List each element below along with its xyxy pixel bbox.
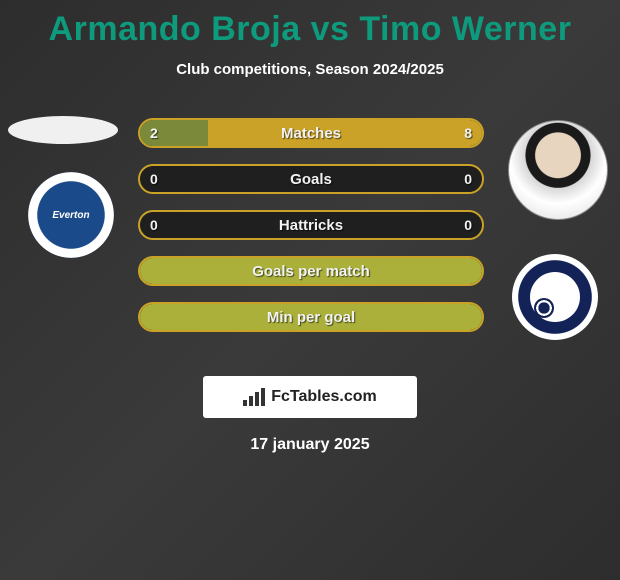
club-right-crest [530,272,580,322]
club-right-ball-icon [534,298,554,318]
stat-label: Hattricks [140,212,482,238]
stat-label: Matches [140,120,482,146]
footer-date: 17 january 2025 [0,436,620,454]
stat-row-goals-per-match: Goals per match [138,256,484,286]
stat-label: Goals [140,166,482,192]
brand-text: FcTables.com [271,388,377,406]
stat-label: Goals per match [140,258,482,284]
stat-row-matches: 28Matches [138,118,484,148]
club-left-label: Everton [52,210,89,221]
brand-logo: FcTables.com [203,376,417,418]
subtitle: Club competitions, Season 2024/2025 [0,61,620,78]
stat-row-goals: 00Goals [138,164,484,194]
stat-row-hattricks: 00Hattricks [138,210,484,240]
stat-bars: 28Matches 00Goals 00Hattricks Goals per mat… [138,118,484,348]
stat-row-min-per-goal: Min per goal [138,302,484,332]
player2-club-badge [512,254,598,340]
comparison-content: Everton 28Matches 00Goals 00Hattricks Goals… [0,108,620,368]
comparison-title: Armando Broja vs Timo Werner [0,0,620,49]
vs-text: vs [311,10,350,48]
stat-label: Min per goal [140,304,482,330]
bar-chart-icon [243,388,265,406]
player2-name: Timo Werner [359,10,571,48]
player1-club-badge: Everton [28,172,114,258]
player1-name: Armando Broja [49,10,301,48]
player1-avatar [8,116,118,144]
player2-avatar [508,120,608,220]
